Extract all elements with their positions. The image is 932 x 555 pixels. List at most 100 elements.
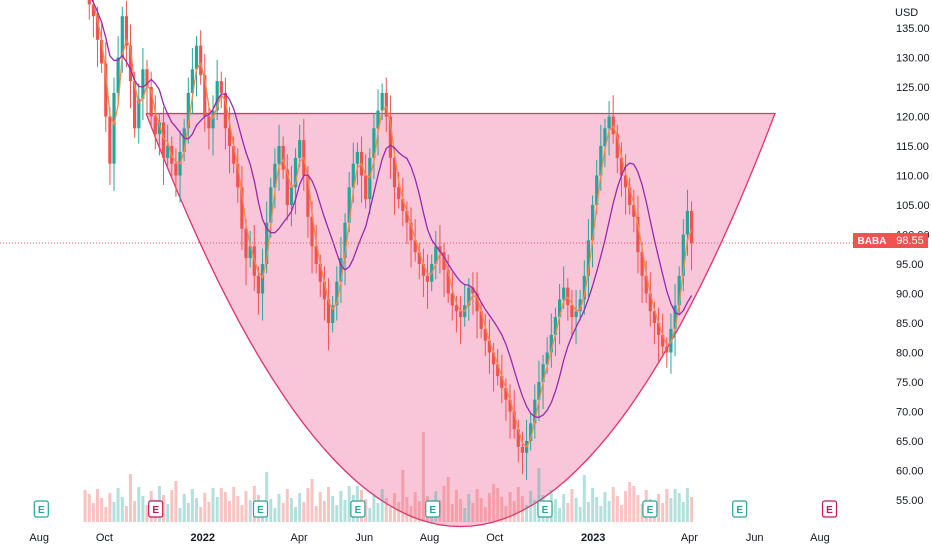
y-tick-label: 70.00: [896, 407, 924, 419]
volume-bar: [96, 489, 99, 522]
candle-body: [442, 252, 446, 270]
volume-bar: [417, 501, 421, 522]
candle-body: [586, 240, 590, 276]
candle-body: [128, 45, 133, 82]
candle-body: [368, 157, 372, 200]
x-tick-label: Aug: [420, 532, 440, 544]
volume-bar: [632, 486, 636, 522]
volume-bar: [574, 498, 578, 522]
volume-bar: [112, 502, 116, 522]
candle-body: [318, 264, 322, 282]
candle-body: [153, 116, 157, 135]
volume-bar: [211, 488, 215, 522]
candle-body: [339, 258, 343, 282]
x-tick-label: Oct: [96, 532, 113, 544]
volume-bar: [586, 502, 590, 522]
volume-bar: [162, 495, 165, 522]
candle-body: [219, 81, 223, 93]
volume-bar: [475, 489, 479, 522]
volume-bar: [607, 501, 611, 522]
earnings-marker-label: E: [542, 505, 549, 516]
volume-bar: [244, 491, 248, 522]
candle-body: [553, 317, 557, 335]
candle-body: [624, 175, 628, 188]
candle-body: [335, 281, 339, 306]
volume-bar: [116, 488, 120, 522]
candle-body: [648, 293, 652, 312]
earnings-marker: [148, 500, 164, 518]
volume-bar: [661, 503, 665, 522]
volume-bar: [467, 494, 471, 522]
candle-body: [100, 39, 104, 64]
candle-body: [364, 175, 368, 200]
volume-bar: [459, 499, 463, 522]
candle-body: [91, 4, 95, 17]
volume-bar: [665, 489, 669, 522]
volume-bar: [413, 492, 417, 522]
candle-body: [681, 234, 685, 276]
candle-body: [351, 163, 355, 188]
volume-bar: [520, 496, 524, 522]
volume-bar: [310, 479, 314, 522]
axes-layer: USD 55.00 60.00 65.00 70.00 75.00 80.00 85.00 9…: [29, 7, 929, 544]
volume-bar: [529, 491, 533, 522]
candle-body: [388, 116, 392, 158]
earnings-marker-label: E: [38, 505, 45, 516]
candle-body: [215, 81, 219, 111]
earnings-marker-label: E: [257, 505, 264, 516]
y-tick-label: 90.00: [896, 289, 924, 301]
y-tick-label: 115.00: [896, 141, 929, 153]
volume-bar: [677, 493, 681, 522]
candle-body: [661, 334, 665, 347]
candle-body: [574, 311, 578, 318]
candle-body: [269, 187, 273, 223]
candle-body: [459, 311, 463, 318]
y-tick-label: 105.00: [896, 200, 930, 212]
last-price-tag: [892, 233, 928, 248]
candle-body: [87, 0, 91, 5]
candle-body: [446, 269, 450, 294]
volume-bar: [100, 498, 104, 522]
volume-bar: [685, 488, 689, 522]
volume-bar: [558, 508, 562, 522]
y-tick-label: 110.00: [896, 171, 929, 183]
y-tick-label: 130.00: [896, 53, 930, 65]
candle-body: [392, 157, 397, 188]
candle-body: [322, 281, 326, 300]
earnings-marker-label: E: [826, 505, 833, 516]
volume-bar: [525, 505, 529, 522]
candle-body: [504, 387, 508, 400]
candle-body: [421, 264, 425, 276]
candle-body: [347, 187, 351, 223]
candle-body: [508, 399, 512, 412]
candle-body: [112, 92, 116, 164]
volume-bar: [120, 497, 124, 522]
volume-bar: [463, 508, 467, 522]
earnings-marker-label: E: [429, 505, 436, 516]
candle-body: [95, 16, 100, 40]
candle-body: [512, 411, 516, 430]
volume-bar: [628, 482, 632, 522]
candle-body: [157, 122, 161, 135]
volume-bar: [285, 489, 289, 522]
earnings-marker: [33, 500, 49, 518]
candle-body: [141, 69, 145, 99]
candle-body: [124, 16, 128, 46]
volume-bar: [331, 496, 335, 522]
candle-body: [500, 376, 504, 388]
y-tick-label: 85.00: [896, 318, 924, 330]
candle-body: [578, 299, 582, 312]
candle-body: [293, 157, 298, 188]
volume-bar: [673, 489, 677, 522]
volume-bar: [578, 507, 582, 522]
symbol-tag-label: BABA: [858, 236, 887, 247]
candle-body: [149, 87, 153, 117]
volume-bar: [277, 494, 281, 522]
volume-bar: [104, 507, 108, 522]
volume-bar: [393, 493, 396, 522]
candle-body: [487, 340, 491, 353]
candle-body: [471, 287, 475, 294]
candle-body: [116, 57, 120, 93]
